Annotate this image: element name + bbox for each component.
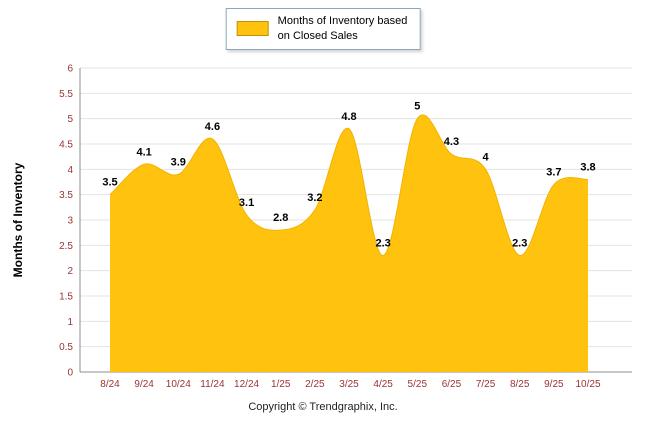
y-tick-label: 1 [67,317,73,328]
x-tick-label: 1/25 [271,379,291,390]
y-tick-label: 3.5 [59,190,73,201]
y-tick-label: 0 [67,368,73,379]
x-tick-label: 7/25 [476,379,496,390]
legend-label-line1: Months of Inventory based [277,15,408,27]
y-tick-label: 2.5 [59,241,73,252]
x-tick-label: 8/24 [100,379,120,390]
data-label: 3.8 [580,161,595,173]
x-tick-label: 4/25 [373,379,393,390]
x-tick-label: 10/25 [575,379,600,390]
legend-label-line2: on Closed Sales [277,29,358,42]
data-label: 4.3 [444,136,459,148]
legend-swatch-icon [236,21,269,37]
area-outline [109,114,589,256]
y-tick-label: 2 [67,266,73,277]
data-label: 3.5 [102,177,117,189]
data-label: 3.1 [239,197,254,209]
copyright: Copyright © Trendgraphix, Inc. [248,401,398,413]
x-tick-label: 8/25 [510,379,530,390]
x-tick-label: 10/24 [166,379,191,390]
legend: Months of Inventory based on Closed Sale… [225,8,421,50]
data-label: 4 [483,151,490,163]
y-tick-label: 4.5 [59,140,73,151]
x-tick-label: 2/25 [305,379,325,390]
data-label: 2.8 [273,212,288,224]
area-series [110,114,588,372]
x-tick-label: 9/24 [134,379,154,390]
y-tick-label: 5.5 [59,89,73,100]
x-tick-label: 11/24 [200,379,225,390]
x-tick-label: 12/24 [234,379,259,390]
data-label: 4.8 [341,111,356,123]
y-axis-title: Months of Inventory [11,162,25,278]
y-tick-label: 6 [67,64,73,75]
data-label: 4.1 [136,146,151,158]
legend-label: Months of Inventory based on Closed Sale… [278,14,408,44]
data-label: 4.6 [205,121,220,133]
data-label: 3.9 [171,156,186,168]
x-tick-label: 9/25 [544,379,564,390]
y-tick-label: 1.5 [59,292,73,303]
y-tick-label: 5 [67,114,73,125]
x-tick-label: 5/25 [408,379,428,390]
data-label: 3.2 [307,192,322,204]
data-label: 2.3 [512,237,527,249]
y-tick-label: 3 [67,216,73,227]
x-tick-label: 6/25 [442,379,462,390]
x-tick-label: 3/25 [339,379,359,390]
y-tick-label: 0.5 [59,342,73,353]
data-label: 2.3 [375,237,390,249]
data-label: 5 [414,101,420,113]
data-label: 3.7 [546,167,561,179]
y-tick-label: 4 [67,165,73,176]
